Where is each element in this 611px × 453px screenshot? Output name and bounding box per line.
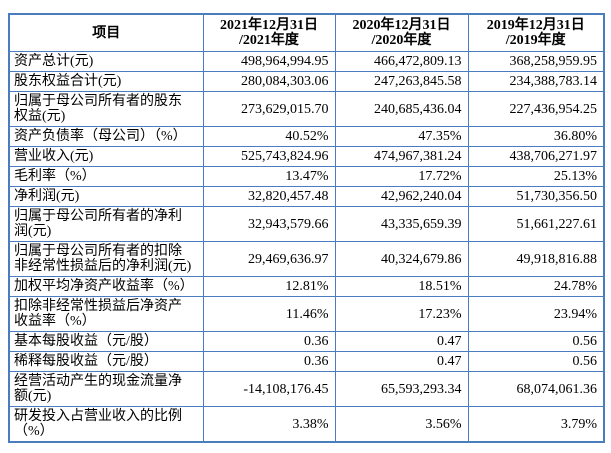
value-2019-cell: 438,706,271.97 <box>467 146 605 167</box>
table-row: 稀释每股收益（元/股） 0.36 0.47 0.56 <box>8 351 605 372</box>
value-2021-cell: 525,743,824.96 <box>202 146 336 167</box>
value-2020-cell: 65,593,293.34 <box>334 371 469 407</box>
table-row: 研发投入占营业收入的比例 （%） 3.38% 3.56% 3.79% <box>8 406 605 443</box>
value-2021-cell: 32,943,579.66 <box>202 206 336 242</box>
row-label-cell: 净利润(元) <box>8 186 204 207</box>
value-2019-cell: 51,730,356.50 <box>467 186 605 207</box>
value-2020-cell: 247,263,845.58 <box>334 71 469 92</box>
value-2019-cell: 3.79% <box>467 406 605 443</box>
value-2019-cell: 68,074,061.36 <box>467 371 605 407</box>
column-header-item: 项目 <box>8 13 204 52</box>
value-2020-cell: 47.35% <box>334 126 469 147</box>
table-row: 加权平均净资产收益率（%） 12.81% 18.51% 24.78% <box>8 276 605 297</box>
value-2020-cell: 18.51% <box>334 276 469 297</box>
financial-summary-table: 项目 2021年12月31日 /2021年度 2020年12月31日 /2020… <box>8 13 605 443</box>
table-row: 扣除非经常性损益后净资产 收益率（%） 11.46% 17.23% 23.94% <box>8 296 605 332</box>
table-row: 资产总计(元) 498,964,994.95 466,472,809.13 368,2… <box>8 51 605 72</box>
table-row: 股东权益合计(元) 280,084,303.06 247,263,845.58 234… <box>8 71 605 92</box>
table-row: 毛利率（%） 13.47% 17.72% 25.13% <box>8 166 605 187</box>
table-row: 归属于母公司所有者的股东 权益(元) 273,629,015.70 240,685,… <box>8 91 605 127</box>
row-label-cell: 稀释每股收益（元/股） <box>8 351 204 372</box>
value-2021-cell: 32,820,457.48 <box>202 186 336 207</box>
value-2021-cell: 273,629,015.70 <box>202 91 336 127</box>
value-2020-cell: 43,335,659.39 <box>334 206 469 242</box>
value-2020-cell: 17.72% <box>334 166 469 187</box>
financial-summary-table-container: 项目 2021年12月31日 /2021年度 2020年12月31日 /2020… <box>8 13 605 443</box>
table-row: 归属于母公司所有者的净利 润(元) 32,943,579.66 43,335,659… <box>8 206 605 242</box>
table-row: 基本每股收益（元/股） 0.36 0.47 0.56 <box>8 331 605 352</box>
value-2019-cell: 234,388,783.14 <box>467 71 605 92</box>
value-2020-cell: 40,324,679.86 <box>334 241 469 277</box>
value-2019-cell: 0.56 <box>467 331 605 352</box>
row-label-cell: 归属于母公司所有者的净利 润(元) <box>8 206 204 242</box>
value-2020-cell: 0.47 <box>334 351 469 372</box>
value-2021-cell: 498,964,994.95 <box>202 51 336 72</box>
table-row: 归属于母公司所有者的扣除 非经常性损益后的净利润(元) 29,469,636.97… <box>8 241 605 277</box>
value-2019-cell: 51,661,227.61 <box>467 206 605 242</box>
column-header-2021: 2021年12月31日 /2021年度 <box>202 13 336 52</box>
row-label-cell: 股东权益合计(元) <box>8 71 204 92</box>
value-2019-cell: 227,436,954.25 <box>467 91 605 127</box>
row-label-cell: 基本每股收益（元/股） <box>8 331 204 352</box>
value-2021-cell: 0.36 <box>202 351 336 372</box>
table-header-row: 项目 2021年12月31日 /2021年度 2020年12月31日 /2020… <box>8 13 605 52</box>
value-2020-cell: 466,472,809.13 <box>334 51 469 72</box>
row-label-cell: 毛利率（%） <box>8 166 204 187</box>
row-label-cell: 资产总计(元) <box>8 51 204 72</box>
value-2019-cell: 368,258,959.95 <box>467 51 605 72</box>
table-row: 净利润(元) 32,820,457.48 42,962,240.04 51,730,3… <box>8 186 605 207</box>
row-label-cell: 研发投入占营业收入的比例 （%） <box>8 406 204 443</box>
column-header-2020: 2020年12月31日 /2020年度 <box>334 13 469 52</box>
value-2020-cell: 3.56% <box>334 406 469 443</box>
value-2019-cell: 24.78% <box>467 276 605 297</box>
table-body: 资产总计(元) 498,964,994.95 466,472,809.13 368,2… <box>8 51 605 443</box>
table-row: 营业收入(元) 525,743,824.96 474,967,381.24 438,7… <box>8 146 605 167</box>
value-2020-cell: 240,685,436.04 <box>334 91 469 127</box>
column-header-2019: 2019年12月31日 /2019年度 <box>467 13 605 52</box>
value-2021-cell: 13.47% <box>202 166 336 187</box>
value-2019-cell: 23.94% <box>467 296 605 332</box>
row-label-cell: 营业收入(元) <box>8 146 204 167</box>
row-label-cell: 归属于母公司所有者的股东 权益(元) <box>8 91 204 127</box>
value-2021-cell: 40.52% <box>202 126 336 147</box>
value-2021-cell: 29,469,636.97 <box>202 241 336 277</box>
value-2020-cell: 17.23% <box>334 296 469 332</box>
table-row: 资产负债率（母公司）（%） 40.52% 47.35% 36.80% <box>8 126 605 147</box>
value-2021-cell: 12.81% <box>202 276 336 297</box>
value-2019-cell: 0.56 <box>467 351 605 372</box>
table-row: 经营活动产生的现金流量净 额(元) -14,108,176.45 65,593,29… <box>8 371 605 407</box>
row-label-cell: 资产负债率（母公司）（%） <box>8 126 204 147</box>
row-label-cell: 扣除非经常性损益后净资产 收益率（%） <box>8 296 204 332</box>
value-2021-cell: 280,084,303.06 <box>202 71 336 92</box>
value-2019-cell: 49,918,816.88 <box>467 241 605 277</box>
row-label-cell: 归属于母公司所有者的扣除 非经常性损益后的净利润(元) <box>8 241 204 277</box>
value-2019-cell: 36.80% <box>467 126 605 147</box>
row-label-cell: 经营活动产生的现金流量净 额(元) <box>8 371 204 407</box>
value-2019-cell: 25.13% <box>467 166 605 187</box>
value-2020-cell: 0.47 <box>334 331 469 352</box>
value-2021-cell: 3.38% <box>202 406 336 443</box>
value-2021-cell: 0.36 <box>202 331 336 352</box>
value-2021-cell: 11.46% <box>202 296 336 332</box>
value-2020-cell: 42,962,240.04 <box>334 186 469 207</box>
value-2020-cell: 474,967,381.24 <box>334 146 469 167</box>
row-label-cell: 加权平均净资产收益率（%） <box>8 276 204 297</box>
value-2021-cell: -14,108,176.45 <box>202 371 336 407</box>
